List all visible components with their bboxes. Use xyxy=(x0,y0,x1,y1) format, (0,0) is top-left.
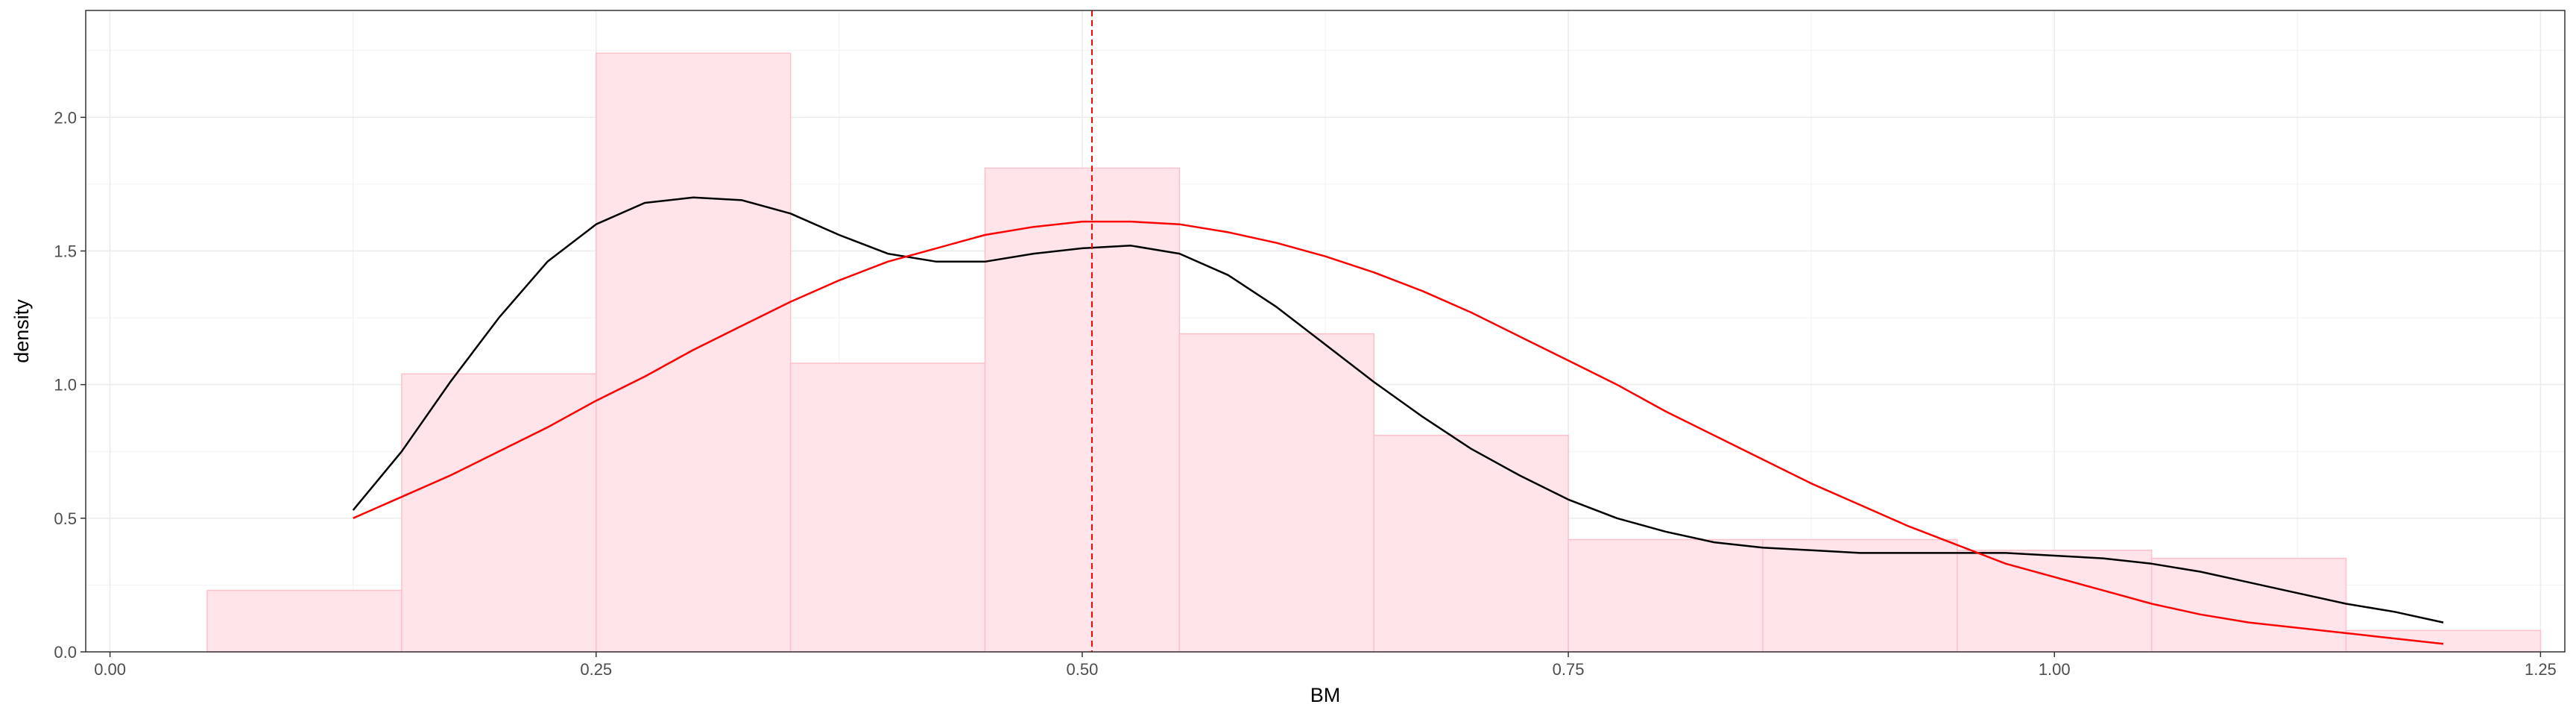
y-tick-label: 1.5 xyxy=(54,242,77,261)
histogram-bar xyxy=(401,373,597,653)
histogram-bars xyxy=(206,52,2542,653)
x-tick-label: 1.00 xyxy=(2039,660,2071,679)
x-tick-label: 0.25 xyxy=(580,660,612,679)
histogram-bar xyxy=(2345,629,2542,653)
histogram-bar xyxy=(1568,538,1764,653)
x-tick-label: 0.50 xyxy=(1067,660,1099,679)
x-tick-label: 0.00 xyxy=(94,660,126,679)
histogram-bar xyxy=(206,589,402,653)
x-tick-label: 0.75 xyxy=(1553,660,1585,679)
histogram-bar xyxy=(789,362,986,653)
y-tick-label: 0.0 xyxy=(54,643,77,662)
y-tick-label: 0.5 xyxy=(54,509,77,528)
y-axis-title: density xyxy=(10,299,33,363)
kernel-density-curve xyxy=(352,196,2444,624)
density-curves xyxy=(352,196,2444,645)
histogram-bar xyxy=(1373,435,1569,653)
x-axis-title: BM xyxy=(1310,684,1341,706)
normal-fit-curve xyxy=(353,220,2444,645)
histogram-bar xyxy=(1957,550,2153,653)
y-tick-label: 2.0 xyxy=(54,108,77,127)
y-tick-label: 1.0 xyxy=(54,376,77,395)
axis-ticks: 0.00 0.25 0.50 0.75 1.00 1.25 0.0 0.5 1.0 1.5 2.0 xyxy=(54,108,2556,679)
histogram-bar xyxy=(984,167,1181,653)
x-tick-label: 1.25 xyxy=(2525,660,2557,679)
histogram-bar xyxy=(596,52,792,653)
histogram-bar xyxy=(1762,538,1958,653)
histogram-bar xyxy=(1178,333,1374,653)
histogram-bar xyxy=(2150,557,2347,653)
panel-border xyxy=(85,10,2566,653)
